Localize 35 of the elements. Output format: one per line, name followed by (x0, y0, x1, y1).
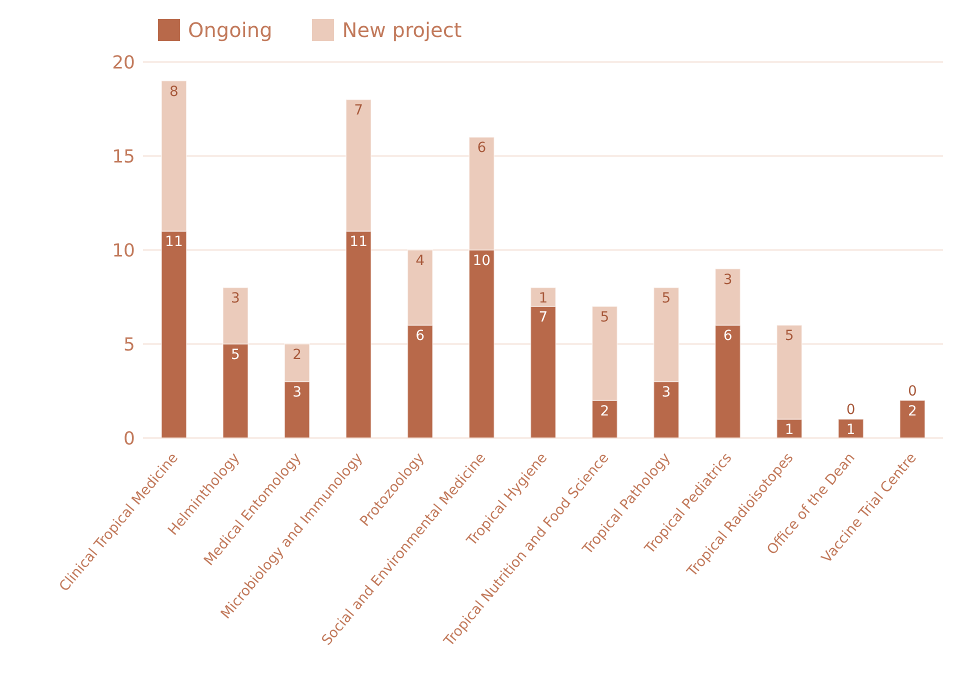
legend-label: New project (341, 18, 462, 42)
data-label: 4 (416, 253, 425, 269)
data-label: 7 (538, 309, 548, 326)
data-label: 3 (231, 290, 240, 307)
data-label: 2 (600, 403, 610, 420)
data-label: 2 (908, 403, 917, 420)
data-label: 1 (846, 422, 856, 438)
data-label: 6 (477, 140, 486, 156)
data-label: 0 (846, 402, 856, 418)
data-label: 7 (354, 102, 364, 119)
data-label: 1 (538, 290, 548, 307)
data-label: 6 (723, 328, 732, 344)
y-tick-label: 10 (112, 240, 135, 262)
data-label: 5 (600, 309, 610, 326)
bar (838, 418, 864, 438)
data-label: 6 (416, 328, 425, 344)
data-label: 10 (472, 253, 491, 269)
data-label: 11 (165, 234, 183, 250)
data-label: 3 (723, 272, 732, 288)
data-label: 5 (784, 328, 794, 344)
data-label: 2 (292, 347, 302, 363)
data-label: 0 (908, 383, 917, 400)
data-label: 5 (231, 347, 240, 363)
y-tick-label: 0 (124, 428, 135, 450)
y-tick-label: 15 (112, 146, 135, 168)
data-label: 11 (350, 234, 368, 250)
data-label: 1 (784, 422, 794, 438)
data-label: 3 (292, 384, 302, 401)
legend-label: Ongoing (187, 18, 272, 42)
bar (899, 400, 926, 438)
y-tick-label: 20 (112, 52, 135, 74)
y-tick-label: 5 (124, 334, 135, 356)
data-label: 8 (170, 84, 178, 100)
data-label: 5 (662, 290, 671, 307)
data-label: 3 (662, 384, 671, 401)
